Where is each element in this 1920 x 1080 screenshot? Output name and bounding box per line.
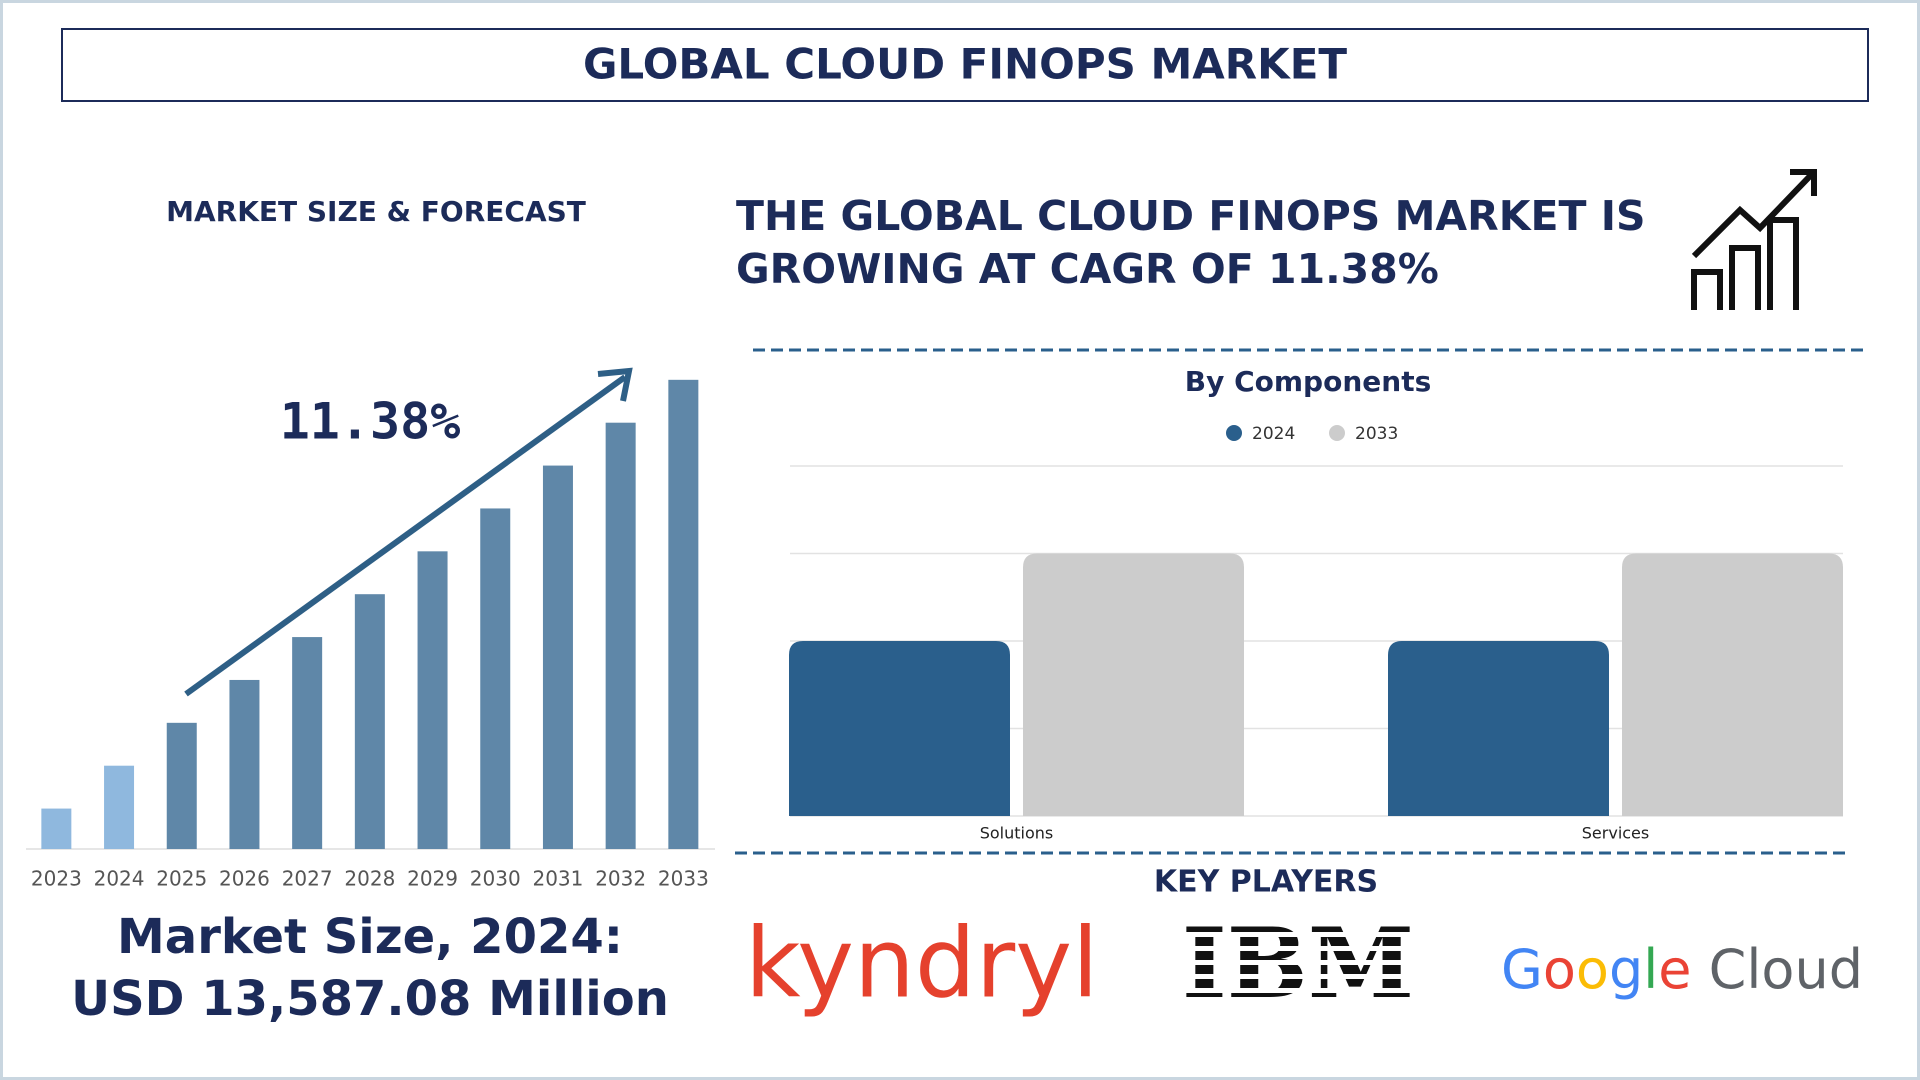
chart-title: MARKET SIZE & FORECAST	[166, 195, 586, 228]
bar	[1023, 553, 1244, 816]
headline-line: GROWING AT CAGR OF 11.38%	[736, 245, 1439, 293]
bar	[1388, 641, 1609, 816]
headline-line: THE GLOBAL CLOUD FINOPS MARKET IS	[736, 192, 1646, 240]
bar	[668, 379, 699, 849]
player-logo: kyndryl	[745, 907, 1099, 1019]
x-tick-label: Solutions	[980, 824, 1054, 843]
x-tick-label: 2026	[219, 867, 270, 891]
x-tick-label: 2025	[156, 867, 207, 891]
x-tick-label: 2030	[470, 867, 521, 891]
market-size-value: USD 13,587.08 Million	[71, 971, 669, 1027]
growth-icon	[1691, 169, 1817, 310]
bar	[542, 465, 573, 849]
bar	[605, 422, 636, 849]
bar	[104, 765, 135, 849]
chart-title: By Components	[1185, 365, 1432, 398]
bar	[292, 637, 323, 849]
legend-label: 2033	[1355, 424, 1398, 444]
growth-arrow	[184, 374, 627, 697]
bar	[480, 508, 511, 849]
x-tick-label: 2023	[31, 867, 82, 891]
legend-label: 2024	[1252, 424, 1295, 444]
bar	[1622, 553, 1843, 816]
bar	[354, 594, 385, 849]
x-tick-label: 2032	[595, 867, 646, 891]
bar	[789, 641, 1010, 816]
legend-marker	[1329, 425, 1345, 441]
player-logo: Google Cloud	[1501, 938, 1863, 1001]
header-title: GLOBAL CLOUD FINOPS MARKET	[583, 40, 1347, 89]
bar	[229, 679, 260, 849]
x-tick-label: 2024	[94, 867, 145, 891]
cagr-annotation: 11.38%	[280, 393, 461, 451]
x-tick-label: 2028	[344, 867, 395, 891]
bar	[417, 551, 448, 849]
growth-arrowhead	[597, 367, 633, 402]
key-players-title: KEY PLAYERS	[1154, 865, 1378, 900]
x-tick-label: 2027	[282, 867, 333, 891]
bar	[166, 722, 197, 849]
x-tick-label: 2031	[532, 867, 583, 891]
legend-marker	[1226, 425, 1242, 441]
logo-stripes	[1180, 932, 1416, 1007]
market-size-label: Market Size, 2024:	[117, 909, 623, 965]
bar	[41, 808, 72, 849]
x-tick-label: Services	[1582, 824, 1649, 843]
header-box	[61, 28, 1869, 102]
x-tick-label: 2033	[658, 867, 709, 891]
x-tick-label: 2029	[407, 867, 458, 891]
